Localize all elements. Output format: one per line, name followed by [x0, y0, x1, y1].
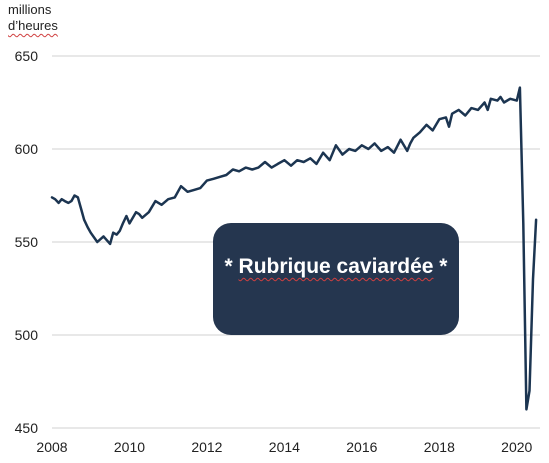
y-tick-label: 450: [15, 420, 39, 436]
y-tick-label: 500: [15, 327, 39, 343]
redaction-text: Rubrique caviardée: [238, 255, 434, 278]
x-tick-label: 2008: [36, 439, 67, 455]
y-tick-label: 600: [15, 141, 39, 157]
x-tick-labels: 2008 2010 2012 2014 2016 2018 2020: [36, 439, 532, 455]
x-tick-label: 2020: [501, 439, 532, 455]
x-tick-label: 2014: [269, 439, 300, 455]
redaction-suffix: *: [433, 255, 448, 278]
redaction-prefix: *: [224, 255, 239, 278]
x-tick-label: 2012: [191, 439, 222, 455]
y-tick-label: 650: [15, 48, 39, 64]
redaction-label: * Rubrique caviardée *: [225, 255, 448, 279]
y-tick-label: 550: [15, 234, 39, 250]
y-axis-unit-label-line1: millions: [8, 2, 52, 17]
x-tick-label: 2018: [424, 439, 455, 455]
y-axis-unit-label-line2: d’heures: [8, 18, 58, 33]
series-group: [50, 86, 538, 411]
x-tick-label: 2010: [114, 439, 145, 455]
x-tick-label: 2016: [346, 439, 377, 455]
redaction-box: * Rubrique caviardée *: [213, 223, 459, 335]
y-tick-labels: 450 500 550 600 650: [15, 48, 39, 436]
